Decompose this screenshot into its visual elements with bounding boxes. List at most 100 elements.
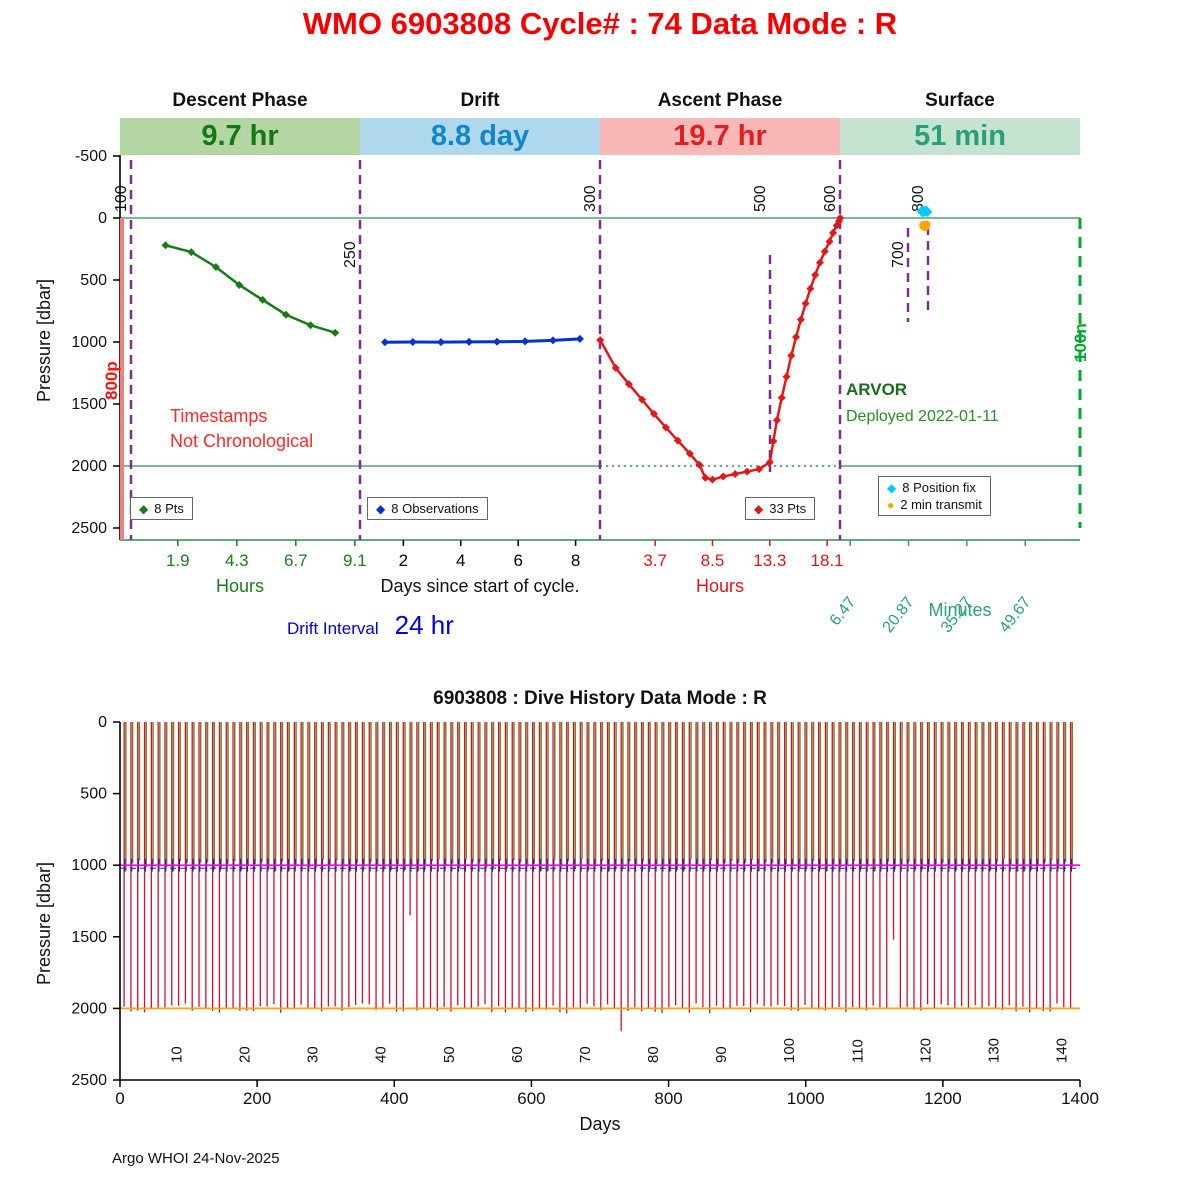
svg-text:300: 300 [582,185,599,212]
svg-text:100n: 100n [1071,323,1090,362]
timestamps-note-line2: Not Chronological [170,431,314,451]
svg-text:250: 250 [342,241,359,268]
svg-text:40: 40 [373,1046,390,1063]
dive-history-spikes [123,722,1074,1032]
top-ylabel: Pressure [dbar] [34,278,54,402]
svg-text:100: 100 [113,185,130,212]
event-line-500: 500 [752,185,772,472]
svg-text:800: 800 [654,1089,682,1108]
drift-interval-value: 24 hr [394,610,454,640]
phase-2-series-0 [596,214,845,484]
ascent-legend: ◆ 33 Pts [745,497,816,520]
svg-text:-500: -500 [75,148,107,165]
svg-text:600: 600 [822,185,839,212]
event-line-100: 100 [113,160,133,540]
footer-credit: Argo WHOI 24-Nov-2025 [112,1150,280,1167]
svg-text:100: 100 [781,1038,798,1063]
svg-text:4: 4 [456,551,465,570]
legend-row: ◆ 8 Position fix [887,480,982,495]
edge-line-100n: 100n [1071,218,1090,528]
timestamps-note-line1: Timestamps [170,406,268,426]
event-line-300: 300 [582,160,602,540]
history-y-axis-ticks: 0 500 1000 1500 2000 2500 [71,714,120,1089]
diamond-marker-icon: ◆ [887,480,897,495]
descent-duration-banner: 9.7 hr [120,118,360,155]
circle-marker-icon: ● [887,497,895,512]
svg-text:2500: 2500 [71,520,107,537]
svg-text:50: 50 [441,1046,458,1063]
svg-text:90: 90 [713,1046,730,1063]
svg-text:2000: 2000 [71,1000,107,1017]
top-x-axis-phase-0: 1.9 4.3 6.7 9.1 [166,540,367,570]
svg-text:1200: 1200 [924,1089,962,1108]
timestamps-note: Timestamps Not Chronological [170,404,313,454]
svg-text:0: 0 [98,210,107,227]
svg-text:6: 6 [513,551,522,570]
svg-text:110: 110 [849,1039,866,1063]
svg-text:1500: 1500 [71,396,107,413]
diamond-marker-icon: ◆ [754,501,764,516]
page-title: WMO 6903808 Cycle# : 74 Data Mode : R [302,6,898,41]
svg-text:8: 8 [571,551,580,570]
diamond-marker-icon: ◆ [139,501,149,516]
svg-text:1.9: 1.9 [166,551,190,570]
drift-legend-label: 8 Observations [391,501,479,516]
svg-text:600: 600 [517,1089,545,1108]
legend-row: ◆ 8 Observations [376,501,479,516]
surface-xaxis-title: Minutes [928,600,992,620]
history-x-axis-ticks: 0 200 400 600 800 1000 1200 1400 [115,1080,1099,1108]
svg-text:0: 0 [98,714,107,731]
phase-header-descent: Descent Phase [172,90,308,111]
svg-text:1000: 1000 [71,857,107,874]
float-model-label: ARVOR [846,380,908,399]
svg-text:500: 500 [80,272,107,289]
svg-text:10: 10 [168,1046,185,1063]
svg-text:8.5: 8.5 [701,551,725,570]
svg-text:70: 70 [577,1046,594,1063]
svg-text:130: 130 [985,1038,1002,1063]
ascent-duration-banner: 19.7 hr [600,118,840,155]
phase-header-drift: Drift [460,90,500,111]
svg-text:20: 20 [236,1046,253,1063]
svg-text:18.1: 18.1 [811,551,844,570]
svg-text:1500: 1500 [71,929,107,946]
top-y-axis-ticks: -500 0 500 1000 1500 2000 2500 [71,148,120,537]
phase-3-series-1 [919,220,931,232]
history-ylabel: Pressure [dbar] [34,861,54,985]
svg-text:13.3: 13.3 [753,551,786,570]
top-x-axis-phase-1: 2 4 6 8 [399,540,580,570]
svg-text:200: 200 [243,1089,271,1108]
svg-text:500: 500 [752,185,769,212]
svg-text:800: 800 [910,185,927,212]
svg-text:0: 0 [115,1089,124,1108]
ascent-legend-label: 33 Pts [769,501,807,516]
edge-line-800p: 800p [102,218,124,540]
legend-row: ◆ 8 Pts [139,501,184,516]
phase-header-ascent: Ascent Phase [657,90,783,111]
phase-0-series-0 [161,241,340,337]
svg-text:140: 140 [1054,1038,1071,1063]
svg-text:30: 30 [305,1046,322,1063]
phase-3-series-0 [916,205,933,218]
phase-1-series-0 [380,334,584,347]
svg-text:2500: 2500 [71,1072,107,1089]
svg-text:1000: 1000 [71,334,107,351]
svg-text:800p: 800p [102,361,121,400]
svg-text:120: 120 [917,1038,934,1063]
surface-duration-banner: 51 min [840,118,1080,155]
svg-text:3.7: 3.7 [643,551,667,570]
svg-text:400: 400 [380,1089,408,1108]
event-line-700: 700 [890,228,910,322]
descent-legend: ◆ 8 Pts [130,497,193,520]
svg-text:2: 2 [399,551,408,570]
svg-text:500: 500 [80,786,107,803]
svg-text:4.3: 4.3 [225,551,249,570]
ascent-xaxis-title: Hours [695,576,744,596]
drift-duration-banner: 8.8 day [360,118,600,155]
history-spines [119,722,1080,1081]
svg-text:80: 80 [645,1046,662,1063]
event-line-800: 800 [910,185,930,312]
transmit-legend-label: 2 min transmit [900,497,982,512]
